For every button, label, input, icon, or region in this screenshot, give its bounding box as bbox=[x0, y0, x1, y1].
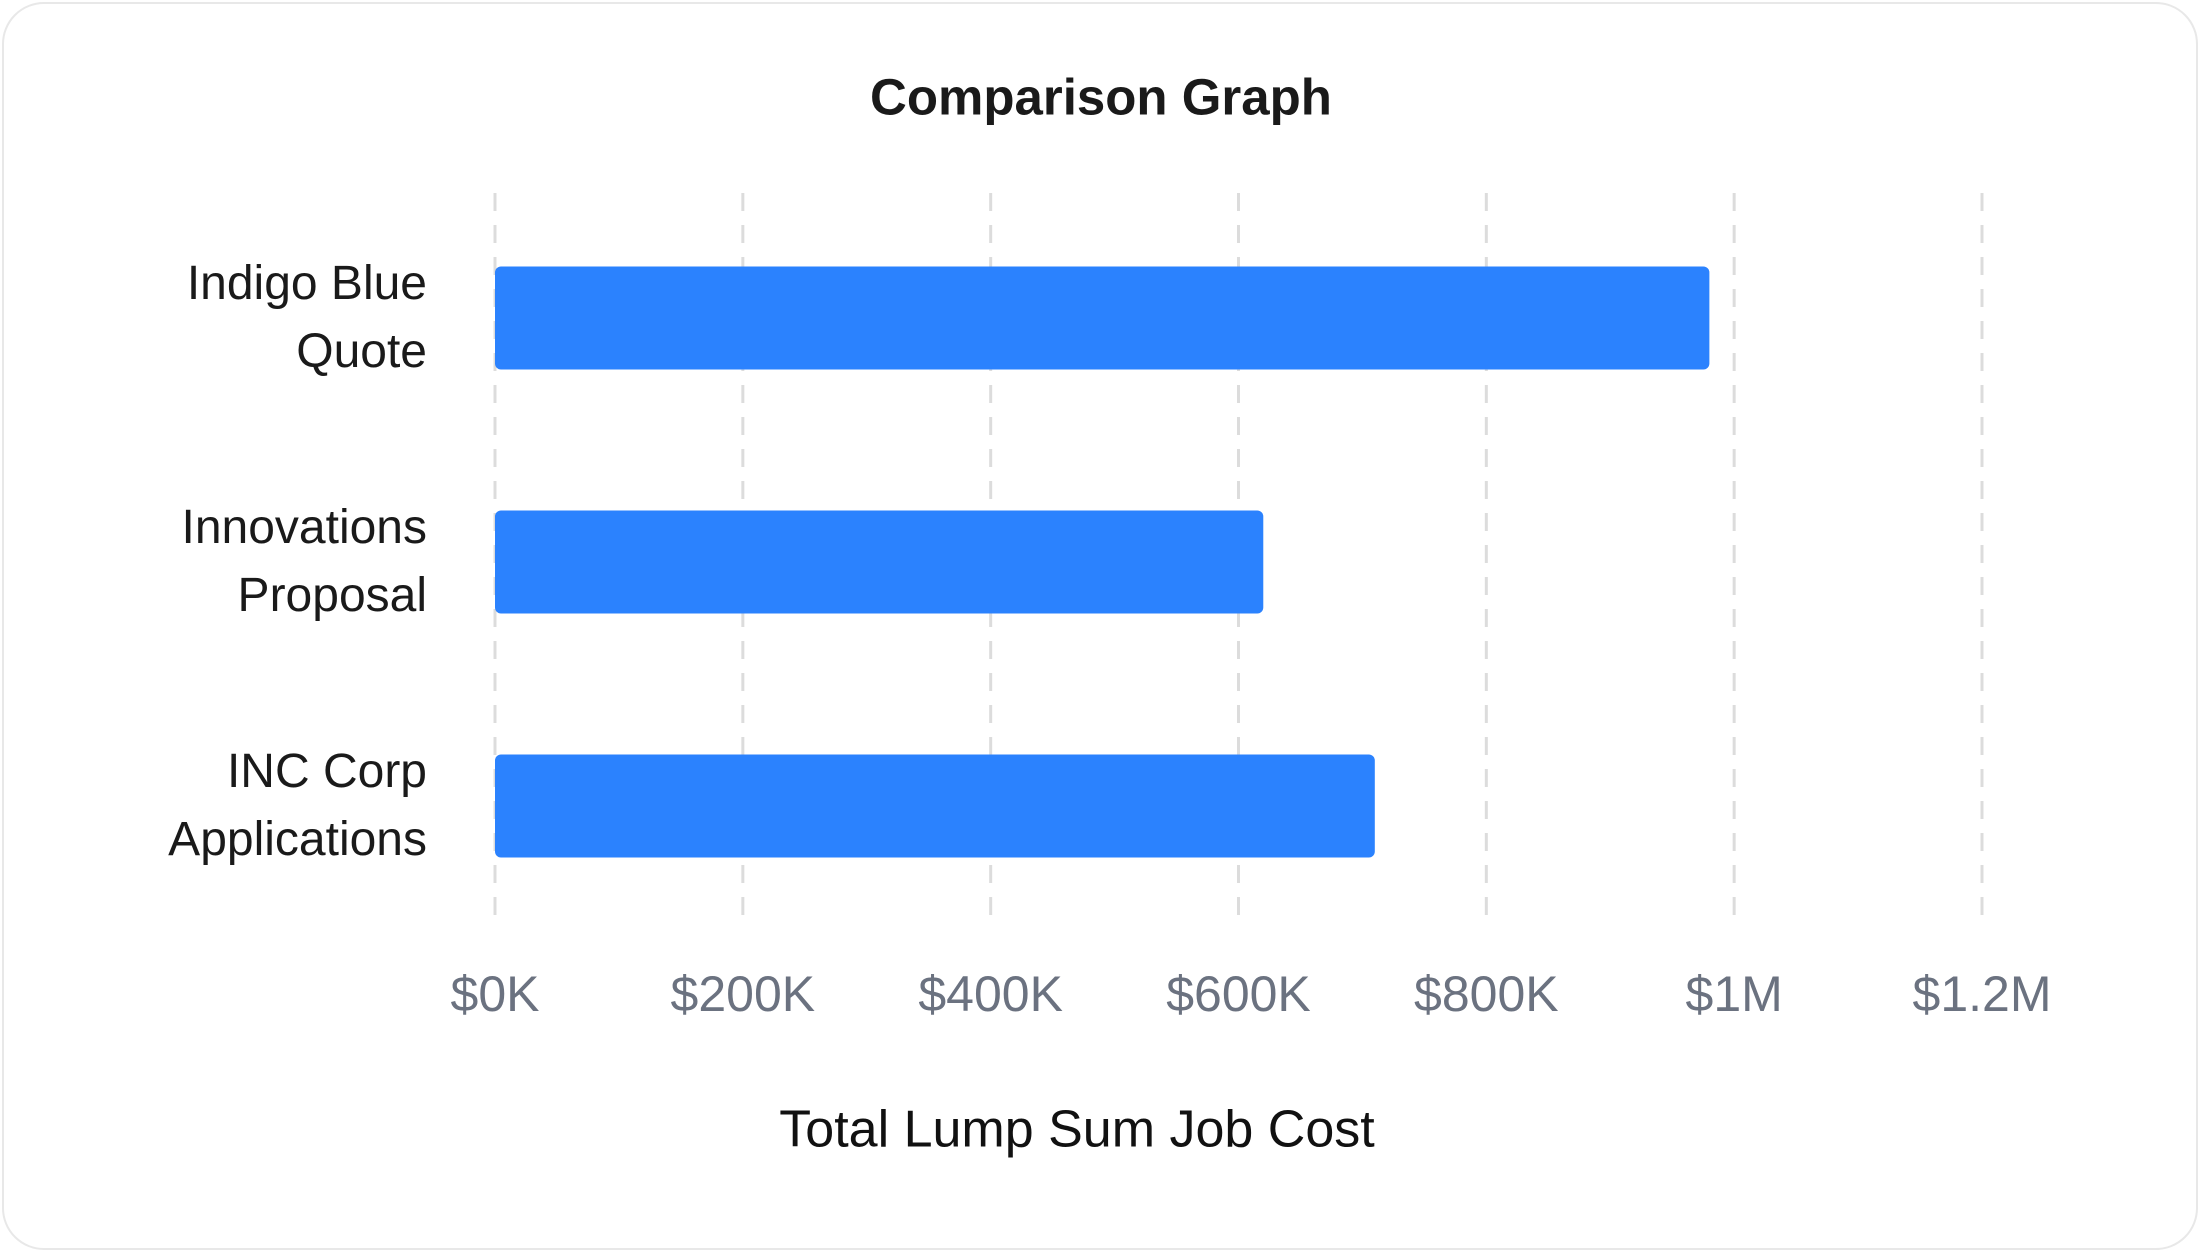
x-axis-title: Total Lump Sum Job Cost bbox=[779, 1101, 1375, 1159]
x-tick-label: $400K bbox=[918, 966, 1063, 1022]
y-tick-label: Indigo Blue Quote bbox=[186, 257, 427, 378]
bar bbox=[495, 266, 1710, 370]
y-tick-label: Innovations Proposal bbox=[181, 501, 427, 622]
x-tick-label: $1M bbox=[1686, 966, 1783, 1022]
x-tick-label: $1.2M bbox=[1913, 966, 2052, 1022]
x-tick-label: $800K bbox=[1414, 966, 1559, 1022]
x-tick-label: $0K bbox=[451, 966, 540, 1022]
bar bbox=[495, 510, 1264, 614]
x-tick-label: $600K bbox=[1166, 966, 1311, 1022]
chart-title: Comparison Graph bbox=[870, 68, 1332, 125]
x-tick-label: $200K bbox=[671, 966, 816, 1022]
bar bbox=[495, 754, 1375, 858]
y-tick-label: INC Corp Applications bbox=[168, 745, 427, 866]
